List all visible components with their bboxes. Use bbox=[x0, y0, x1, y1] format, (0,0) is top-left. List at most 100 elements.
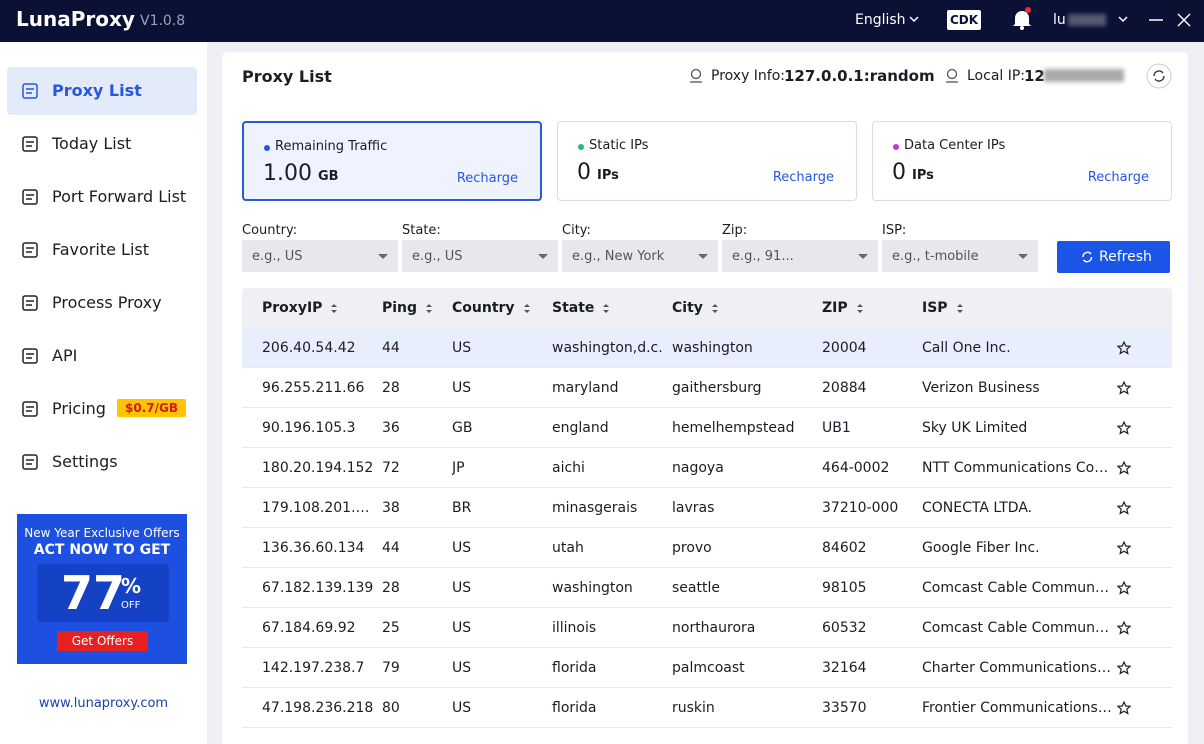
sort-icon bbox=[955, 303, 965, 314]
table-row[interactable]: 206.40.54.4244USwashington,d.c.washingto… bbox=[242, 328, 1172, 368]
table-row[interactable]: 142.197.238.779USfloridapalmcoast32164Ch… bbox=[242, 648, 1172, 688]
favorite-star[interactable] bbox=[1117, 341, 1131, 355]
menu-icon bbox=[21, 241, 39, 259]
reload-button[interactable] bbox=[1146, 63, 1172, 89]
card-value: 0 bbox=[577, 160, 591, 185]
table-row[interactable]: 179.108.201.18538BRminasgeraislavras3721… bbox=[242, 488, 1172, 528]
table-row[interactable]: 90.196.105.336GBenglandhemelhempsteadUB1… bbox=[242, 408, 1172, 448]
table-row[interactable]: 180.20.194.15272JPaichinagoya464-0002NTT… bbox=[242, 448, 1172, 488]
card-amount: 1.00GB bbox=[263, 161, 339, 186]
table-cell: 25 bbox=[382, 620, 400, 636]
refresh-button[interactable]: Refresh bbox=[1057, 241, 1170, 273]
proxy-info-label: Proxy Info: bbox=[711, 68, 785, 84]
card-label: Static IPs bbox=[589, 138, 649, 153]
table-cell: BR bbox=[452, 500, 471, 516]
filter-label: City: bbox=[562, 223, 591, 238]
column-header[interactable]: ISP bbox=[922, 300, 948, 316]
card-label: Remaining Traffic bbox=[275, 139, 387, 154]
table-row[interactable]: 96.255.211.6628USmarylandgaithersburg208… bbox=[242, 368, 1172, 408]
table-cell: washington bbox=[672, 340, 753, 356]
table-cell: 44 bbox=[382, 340, 400, 356]
minimize-button[interactable] bbox=[1148, 12, 1164, 28]
language-select[interactable]: English bbox=[855, 12, 906, 28]
table-cell: england bbox=[552, 420, 609, 436]
table-cell: 20004 bbox=[822, 340, 867, 356]
sort-icon bbox=[855, 303, 865, 314]
table-cell: lavras bbox=[672, 500, 714, 516]
table-cell: US bbox=[452, 340, 471, 356]
menu-icon bbox=[21, 135, 39, 153]
favorite-star[interactable] bbox=[1117, 701, 1131, 715]
filter-select[interactable]: e.g., New York bbox=[562, 240, 718, 272]
menu-item[interactable]: Today List bbox=[7, 120, 197, 168]
table-cell: 28 bbox=[382, 580, 400, 596]
favorite-star[interactable] bbox=[1117, 621, 1131, 635]
website-link[interactable]: www.lunaproxy.com bbox=[0, 696, 207, 711]
menu-item[interactable]: Proxy List bbox=[7, 67, 197, 115]
column-header[interactable]: Ping bbox=[382, 300, 417, 316]
cdk-button[interactable]: CDK bbox=[947, 10, 981, 30]
table-cell: provo bbox=[672, 540, 712, 556]
table-cell: 179.108.201.185 bbox=[262, 500, 377, 516]
filter-select[interactable]: e.g., 91... bbox=[722, 240, 878, 272]
favorite-star[interactable] bbox=[1117, 421, 1131, 435]
table-cell: washington bbox=[552, 580, 633, 596]
favorite-star[interactable] bbox=[1117, 661, 1131, 675]
table-cell: US bbox=[452, 620, 471, 636]
table-cell: maryland bbox=[552, 380, 619, 396]
column-header[interactable]: ProxyIP bbox=[262, 300, 322, 316]
table-row[interactable]: 67.184.69.9225USillinoisnorthaurora60532… bbox=[242, 608, 1172, 648]
menu-item[interactable]: Settings bbox=[7, 438, 197, 486]
recharge-link[interactable]: Recharge bbox=[457, 171, 518, 186]
table-cell: Google Fiber Inc. bbox=[922, 540, 1040, 556]
table-cell: NTT Communications Corpo... bbox=[922, 460, 1112, 476]
favorite-star[interactable] bbox=[1117, 501, 1131, 515]
card-dot bbox=[893, 144, 899, 150]
recharge-link[interactable]: Recharge bbox=[773, 170, 834, 185]
favorite-star[interactable] bbox=[1117, 381, 1131, 395]
filter-select[interactable]: e.g., t-mobile bbox=[882, 240, 1038, 272]
filter-select[interactable]: e.g., US bbox=[242, 240, 398, 272]
local-ip-label: Local IP: bbox=[967, 68, 1025, 84]
table-cell: GB bbox=[452, 420, 472, 436]
sort-icon bbox=[522, 303, 532, 314]
table-cell: 142.197.238.7 bbox=[262, 660, 364, 676]
table-row[interactable]: 136.36.60.13444USutahprovo84602Google Fi… bbox=[242, 528, 1172, 568]
table-cell: 38 bbox=[382, 500, 400, 516]
table-row[interactable]: 67.182.139.13928USwashingtonseattle98105… bbox=[242, 568, 1172, 608]
favorite-star[interactable] bbox=[1117, 581, 1131, 595]
promo-banner[interactable]: New Year Exclusive Offers ACT NOW TO GET… bbox=[17, 514, 187, 664]
table-cell: US bbox=[452, 540, 471, 556]
card-label: Data Center IPs bbox=[904, 138, 1005, 153]
table-cell: washington,d.c. bbox=[552, 340, 663, 356]
table-cell: florida bbox=[552, 700, 597, 716]
table-cell: 37210-000 bbox=[822, 500, 898, 516]
user-name[interactable]: lu bbox=[1053, 12, 1066, 28]
sort-icon bbox=[424, 303, 434, 314]
menu-item[interactable]: Favorite List bbox=[7, 226, 197, 274]
promo-button[interactable]: Get Offers bbox=[57, 631, 148, 651]
column-header[interactable]: City bbox=[672, 300, 703, 316]
recharge-link[interactable]: Recharge bbox=[1088, 170, 1149, 185]
notification-bell[interactable] bbox=[1011, 7, 1033, 31]
favorite-star[interactable] bbox=[1117, 461, 1131, 475]
promo-off: OFF bbox=[121, 600, 140, 611]
card-value: 0 bbox=[892, 160, 906, 185]
filter-select[interactable]: e.g., US bbox=[402, 240, 558, 272]
menu-icon bbox=[21, 347, 39, 365]
column-header[interactable]: ZIP bbox=[822, 300, 848, 316]
local-ip: 12 bbox=[1024, 67, 1045, 85]
menu-label: Proxy List bbox=[52, 81, 142, 100]
sort-icon bbox=[710, 303, 720, 314]
favorite-star[interactable] bbox=[1117, 541, 1131, 555]
location-icon bbox=[944, 68, 960, 84]
menu-item[interactable]: Port Forward List bbox=[7, 173, 197, 221]
menu-item[interactable]: API bbox=[7, 332, 197, 380]
card-dot bbox=[578, 144, 584, 150]
menu-item[interactable]: Process Proxy bbox=[7, 279, 197, 327]
column-header[interactable]: State bbox=[552, 300, 594, 316]
close-button[interactable] bbox=[1176, 12, 1192, 28]
table-row[interactable]: 47.198.236.21880USfloridaruskin33570Fron… bbox=[242, 688, 1172, 728]
column-header[interactable]: Country bbox=[452, 300, 515, 316]
table-cell: Charter Communications Inc bbox=[922, 660, 1112, 676]
